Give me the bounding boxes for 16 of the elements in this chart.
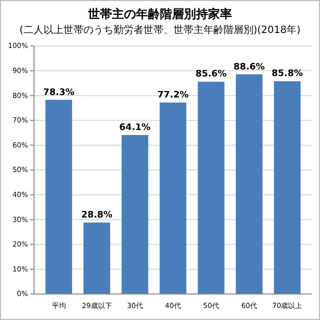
bar bbox=[84, 222, 110, 294]
data-label: 64.1% bbox=[119, 123, 151, 134]
data-label: 78.3% bbox=[43, 88, 74, 98]
bar bbox=[122, 135, 148, 294]
data-label: 88.6% bbox=[234, 62, 265, 72]
bar bbox=[160, 102, 186, 294]
data-label: 77.2% bbox=[157, 90, 189, 101]
chart-title: 世帯主の年齢階層別持家率 bbox=[87, 7, 232, 21]
chart-subtitle: (二人以上世帯のうち勤労者世帯、世帯主年齢階層別)(2018年) bbox=[19, 24, 301, 36]
data-label: 85.6% bbox=[195, 70, 227, 80]
bar bbox=[274, 81, 301, 294]
bar bbox=[198, 82, 224, 294]
data-label: 28.8% bbox=[81, 210, 112, 221]
data-label: 85.8% bbox=[272, 69, 303, 80]
bar bbox=[45, 100, 72, 294]
bar bbox=[236, 74, 262, 294]
